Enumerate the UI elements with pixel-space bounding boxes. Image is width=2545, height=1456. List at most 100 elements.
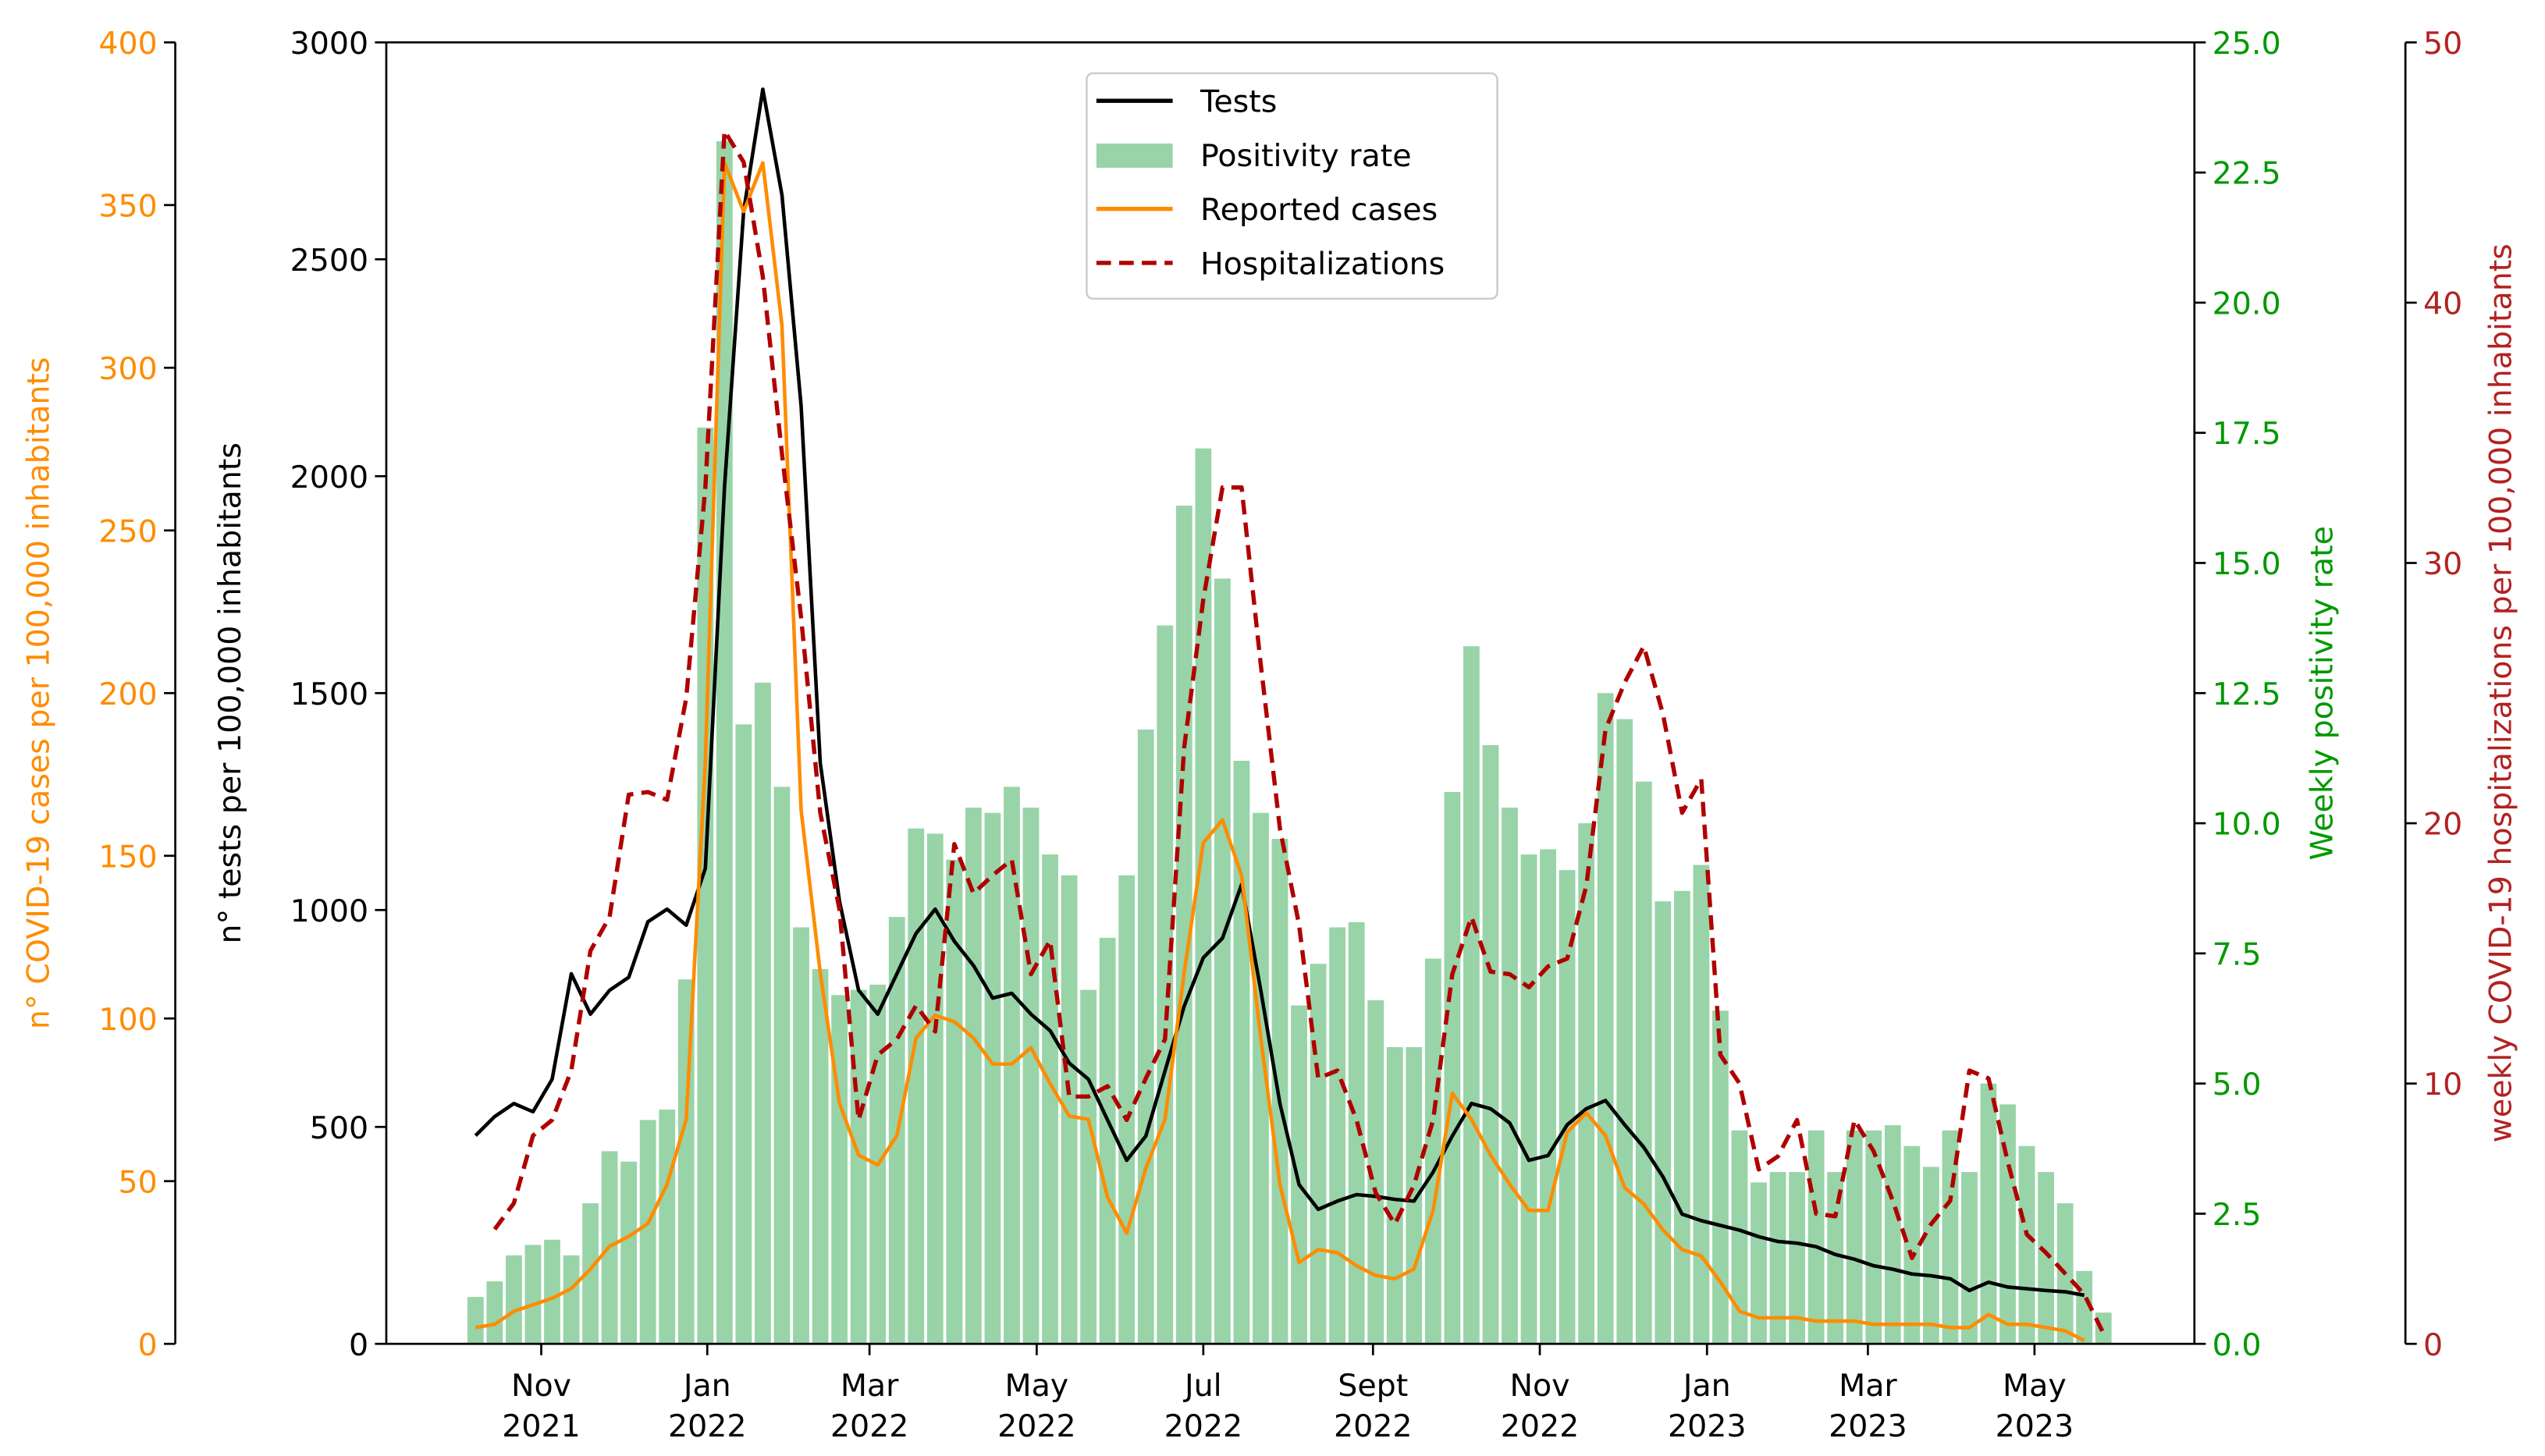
y-tick-label: 12.5 bbox=[2213, 677, 2281, 712]
legend-label: Tests bbox=[1200, 84, 1277, 120]
bar bbox=[486, 1281, 503, 1344]
bar bbox=[984, 812, 1001, 1344]
bar bbox=[1424, 958, 1441, 1344]
x-tick-label-line: May bbox=[1005, 1368, 1069, 1404]
bar bbox=[1233, 761, 1250, 1344]
bar bbox=[1463, 646, 1480, 1344]
legend-label: Hospitalizations bbox=[1200, 247, 1445, 282]
x-tick-label-line: 2023 bbox=[1668, 1408, 1747, 1444]
bar bbox=[1061, 875, 1078, 1344]
y-tick-label: 50 bbox=[2423, 26, 2462, 62]
y-tick-label: 50 bbox=[118, 1164, 157, 1200]
x-tick-label-line: Mar bbox=[1839, 1368, 1897, 1404]
y-tick-label: 20.0 bbox=[2213, 286, 2281, 321]
y-tick-label: 3000 bbox=[290, 26, 369, 62]
bar bbox=[506, 1255, 522, 1344]
bar bbox=[1271, 839, 1288, 1344]
bar bbox=[1329, 927, 1346, 1344]
bar bbox=[1540, 849, 1556, 1344]
bar bbox=[582, 1203, 599, 1344]
bar bbox=[1157, 625, 1174, 1344]
y-tick-label: 1500 bbox=[290, 677, 369, 712]
bar bbox=[1731, 1130, 1748, 1344]
x-tick-label-line: 2022 bbox=[668, 1408, 747, 1444]
bar bbox=[1865, 1130, 1882, 1344]
y-tick-label: 10.0 bbox=[2213, 807, 2281, 843]
bar bbox=[1291, 1005, 1307, 1344]
y-axis-label: Weekly positivity rate bbox=[2305, 526, 2341, 860]
y-tick-label: 17.5 bbox=[2213, 416, 2281, 452]
bar bbox=[1253, 812, 1269, 1344]
x-tick-label-line: Nov bbox=[1509, 1368, 1569, 1404]
x-tick-label-line: Mar bbox=[841, 1368, 899, 1404]
x-tick-label-line: 2023 bbox=[1829, 1408, 1907, 1444]
x-tick-label-line: 2022 bbox=[997, 1408, 1076, 1444]
legend-label: Reported cases bbox=[1200, 192, 1438, 228]
x-tick-label-line: Jul bbox=[1182, 1368, 1222, 1404]
x-tick-label-line: 2023 bbox=[1996, 1408, 2074, 1444]
y-axis-label: n° tests per 100,000 inhabitants bbox=[212, 442, 248, 944]
bar bbox=[1137, 729, 1154, 1344]
bar bbox=[524, 1245, 542, 1344]
x-tick-label: Nov 2022 bbox=[1501, 1368, 1580, 1444]
x-tick-label-line: Nov bbox=[511, 1368, 571, 1404]
x-tick-label-line: 2022 bbox=[1164, 1408, 1243, 1444]
bar bbox=[1502, 808, 1518, 1344]
bar bbox=[1386, 1046, 1403, 1344]
bar bbox=[2038, 1172, 2054, 1344]
y-tick-label: 200 bbox=[98, 677, 157, 712]
bar bbox=[755, 682, 771, 1344]
x-tick-label-line: Jan bbox=[681, 1368, 731, 1404]
y-tick-label: 350 bbox=[98, 188, 157, 224]
x-tick-label: Mar 2023 bbox=[1829, 1368, 1907, 1444]
bar bbox=[1789, 1172, 1805, 1344]
bar bbox=[1922, 1167, 1939, 1344]
bar bbox=[1673, 890, 1690, 1344]
y-tick-label: 22.5 bbox=[2213, 156, 2281, 192]
bar bbox=[793, 927, 809, 1344]
x-tick-label-line: 2022 bbox=[830, 1408, 909, 1444]
y-tick-label: 40 bbox=[2423, 286, 2462, 321]
x-tick-label: May 2022 bbox=[997, 1368, 1076, 1444]
x-tick-label: Nov 2021 bbox=[502, 1368, 581, 1444]
bar bbox=[1712, 1010, 1729, 1344]
bar bbox=[1578, 823, 1595, 1344]
bar bbox=[1961, 1172, 1978, 1344]
bar bbox=[831, 995, 848, 1344]
bar bbox=[1769, 1172, 1786, 1344]
x-tick-label: Mar 2022 bbox=[830, 1368, 909, 1444]
bar bbox=[926, 833, 944, 1344]
bar bbox=[1884, 1125, 1901, 1344]
bar bbox=[2018, 1145, 2035, 1344]
y-tick-label: 7.5 bbox=[2213, 936, 2262, 972]
bar bbox=[620, 1161, 638, 1344]
y-tick-label: 400 bbox=[98, 26, 157, 62]
bar bbox=[1616, 719, 1633, 1344]
bar bbox=[467, 1297, 484, 1344]
bar bbox=[1751, 1182, 1767, 1344]
bar bbox=[1099, 937, 1116, 1344]
bar bbox=[1042, 854, 1058, 1344]
bar bbox=[773, 787, 791, 1344]
x-tick-label: May 2023 bbox=[1996, 1368, 2074, 1444]
legend-swatch bbox=[1096, 143, 1173, 169]
y-tick-label: 15.0 bbox=[2213, 546, 2281, 582]
y-tick-label: 2500 bbox=[290, 243, 369, 279]
y-tick-label: 250 bbox=[98, 513, 157, 549]
y-tick-label: 1000 bbox=[290, 893, 369, 929]
bar bbox=[1214, 578, 1231, 1344]
bar bbox=[1846, 1130, 1863, 1344]
bar bbox=[1597, 693, 1614, 1344]
bar bbox=[946, 859, 963, 1344]
x-tick-label: Jul 2022 bbox=[1164, 1368, 1243, 1444]
y-tick-label: 30 bbox=[2423, 546, 2462, 582]
bar bbox=[1807, 1130, 1825, 1344]
y-tick-label: 2000 bbox=[290, 460, 369, 495]
bar bbox=[659, 1110, 676, 1344]
y-tick-label: 0.0 bbox=[2213, 1327, 2262, 1363]
bar bbox=[1022, 808, 1040, 1344]
bar bbox=[1520, 854, 1537, 1344]
legend: Tests Positivity rate Reported cases Hospit… bbox=[1086, 72, 1498, 300]
y-tick-label: 20 bbox=[2423, 807, 2462, 843]
